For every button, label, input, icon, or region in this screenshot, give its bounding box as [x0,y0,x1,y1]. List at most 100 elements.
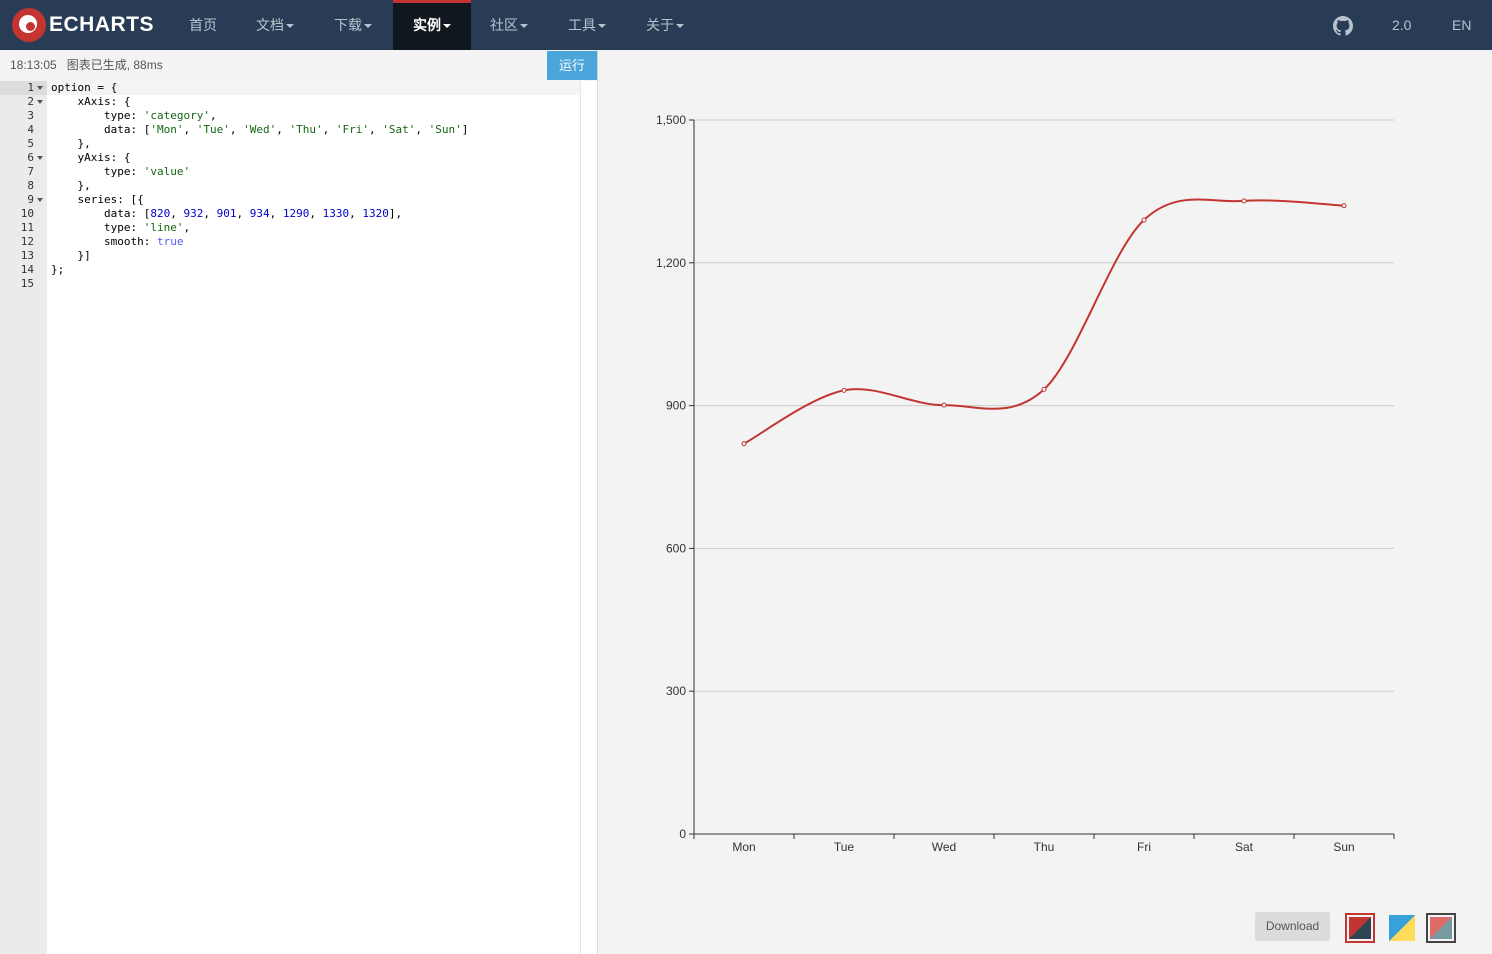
caret-down-icon [598,24,606,29]
code-line-text: }; [51,263,65,276]
line-number: 10 [20,207,34,220]
data-point [1041,386,1047,392]
x-tick-label: Mon [732,840,755,854]
code-line-text: type: 'value' [51,165,191,178]
line-number: 2 [27,95,34,108]
series-line [743,198,1345,445]
run-button[interactable]: 运行 [547,51,597,80]
code-line-text: xAxis: { [51,95,131,108]
x-tick-label: Sun [1333,840,1354,854]
line-number-gutter [0,81,47,954]
theme-default-icon[interactable] [1345,913,1375,943]
y-tick-label: 300 [666,684,686,698]
code-line-text: data: [820, 932, 901, 934, 1290, 1330, 1… [51,207,403,220]
line-number: 4 [27,123,34,136]
y-tick-label: 900 [666,399,686,413]
line-number: 11 [20,221,34,234]
code-line[interactable]: 10 data: [820, 932, 901, 934, 1290, 1330… [0,207,580,221]
y-tick-label: 600 [666,541,686,555]
status-text: 18:13:05 图表已生成, 88ms [10,58,163,72]
data-point [941,402,947,408]
line-number: 15 [20,277,34,290]
line-number: 7 [27,165,34,178]
x-tick-label: Tue [834,840,855,854]
data-point [841,387,847,393]
nav-item-5[interactable]: 工具 [555,0,619,50]
code-line[interactable]: 9 series: [{ [0,193,580,207]
fold-arrow-icon[interactable] [37,156,43,160]
code-line-text: yAxis: { [51,151,131,164]
nav-item-label: 首页 [189,17,217,33]
line-number: 1 [0,81,47,95]
github-icon [1333,16,1353,36]
language-switch[interactable]: EN [1452,17,1472,33]
code-line-text: smooth: true [51,235,184,248]
code-line[interactable]: 5 }, [0,137,580,151]
x-tick-label: Sat [1235,840,1254,854]
nav-item-label: 下载 [334,17,362,33]
y-tick-label: 1,200 [656,256,686,270]
nav-item-label: 文档 [256,17,284,33]
code-line-text: }, [51,179,91,192]
data-point [1141,217,1147,223]
x-tick-label: Wed [932,840,956,854]
fold-arrow-icon[interactable] [37,100,43,104]
code-line[interactable]: 12 smooth: true [0,235,580,249]
code-editor-panel: 18:13:05 图表已生成, 88ms 运行 1 option = {2 xAx… [0,50,598,954]
caret-down-icon [520,24,528,29]
code-line[interactable]: 3 type: 'category', [0,109,580,123]
nav-item-4[interactable]: 社区 [477,0,541,50]
echarts-logo-icon [12,8,46,42]
nav-item-label: 实例 [413,17,441,33]
y-tick-label: 0 [679,827,686,841]
caret-down-icon [364,24,372,29]
x-tick-label: Thu [1034,840,1055,854]
caret-down-icon [443,24,451,29]
code-line[interactable]: 8 }, [0,179,580,193]
code-line[interactable]: 14}; [0,263,580,277]
code-line[interactable]: 15 [0,277,580,291]
github-link[interactable] [1333,0,1353,50]
code-input[interactable] [47,81,580,954]
code-line-text: }, [51,137,91,150]
nav-item-1[interactable]: 文档 [243,0,307,50]
code-line[interactable]: 4 data: ['Mon', 'Tue', 'Wed', 'Thu', 'Fr… [0,123,580,137]
code-line-text: option = { [47,81,580,95]
line-number: 9 [27,193,34,206]
nav-item-6[interactable]: 关于 [633,0,697,50]
nav-item-0[interactable]: 首页 [173,0,233,50]
code-line-text: type: 'line', [51,221,191,234]
line-number: 14 [20,263,34,276]
theme-light-icon[interactable] [1387,913,1417,943]
code-line-text: }] [51,249,91,262]
nav-item-label: 工具 [568,17,596,33]
fold-arrow-icon[interactable] [37,86,43,90]
caret-down-icon [286,24,294,29]
echarts-logo[interactable]: ECHARTS [12,8,154,42]
editor-scrollbar[interactable] [580,81,597,954]
caret-down-icon [676,24,684,29]
code-line[interactable]: 7 type: 'value' [0,165,580,179]
download-button[interactable]: Download [1255,912,1330,941]
code-line[interactable]: 11 type: 'line', [0,221,580,235]
code-line[interactable]: 13 }] [0,249,580,263]
version-switch[interactable]: 2.0 [1392,17,1412,33]
top-navbar: ECHARTS 首页 文档 下载 实例 社区 工具 关于 2.0 EN [0,0,1492,50]
status-bar: 18:13:05 图表已生成, 88ms 运行 [0,50,597,81]
fold-arrow-icon[interactable] [37,198,43,202]
line-number: 5 [27,137,34,150]
line-number: 8 [27,179,34,192]
data-point [1341,203,1347,209]
code-line-text: data: ['Mon', 'Tue', 'Wed', 'Thu', 'Fri'… [51,123,469,136]
nav-item-3[interactable]: 实例 [393,0,471,50]
line-chart: 0 300 600 900 1,200 1,500 Mon Tue Wed Thu Fri Sat Su… [656,113,1395,854]
theme-dark-icon[interactable] [1426,913,1456,943]
line-number: 12 [20,235,34,248]
code-line-text: type: 'category', [51,109,217,122]
code-line[interactable]: 1 option = { [0,81,580,95]
code-line[interactable]: 2 xAxis: { [0,95,580,109]
data-point [1241,198,1247,204]
nav-item-2[interactable]: 下载 [321,0,385,50]
code-line[interactable]: 6 yAxis: { [0,151,580,165]
chart-preview-panel: 0 300 600 900 1,200 1,500 Mon Tue Wed Thu Fri Sat Su… [598,50,1492,954]
